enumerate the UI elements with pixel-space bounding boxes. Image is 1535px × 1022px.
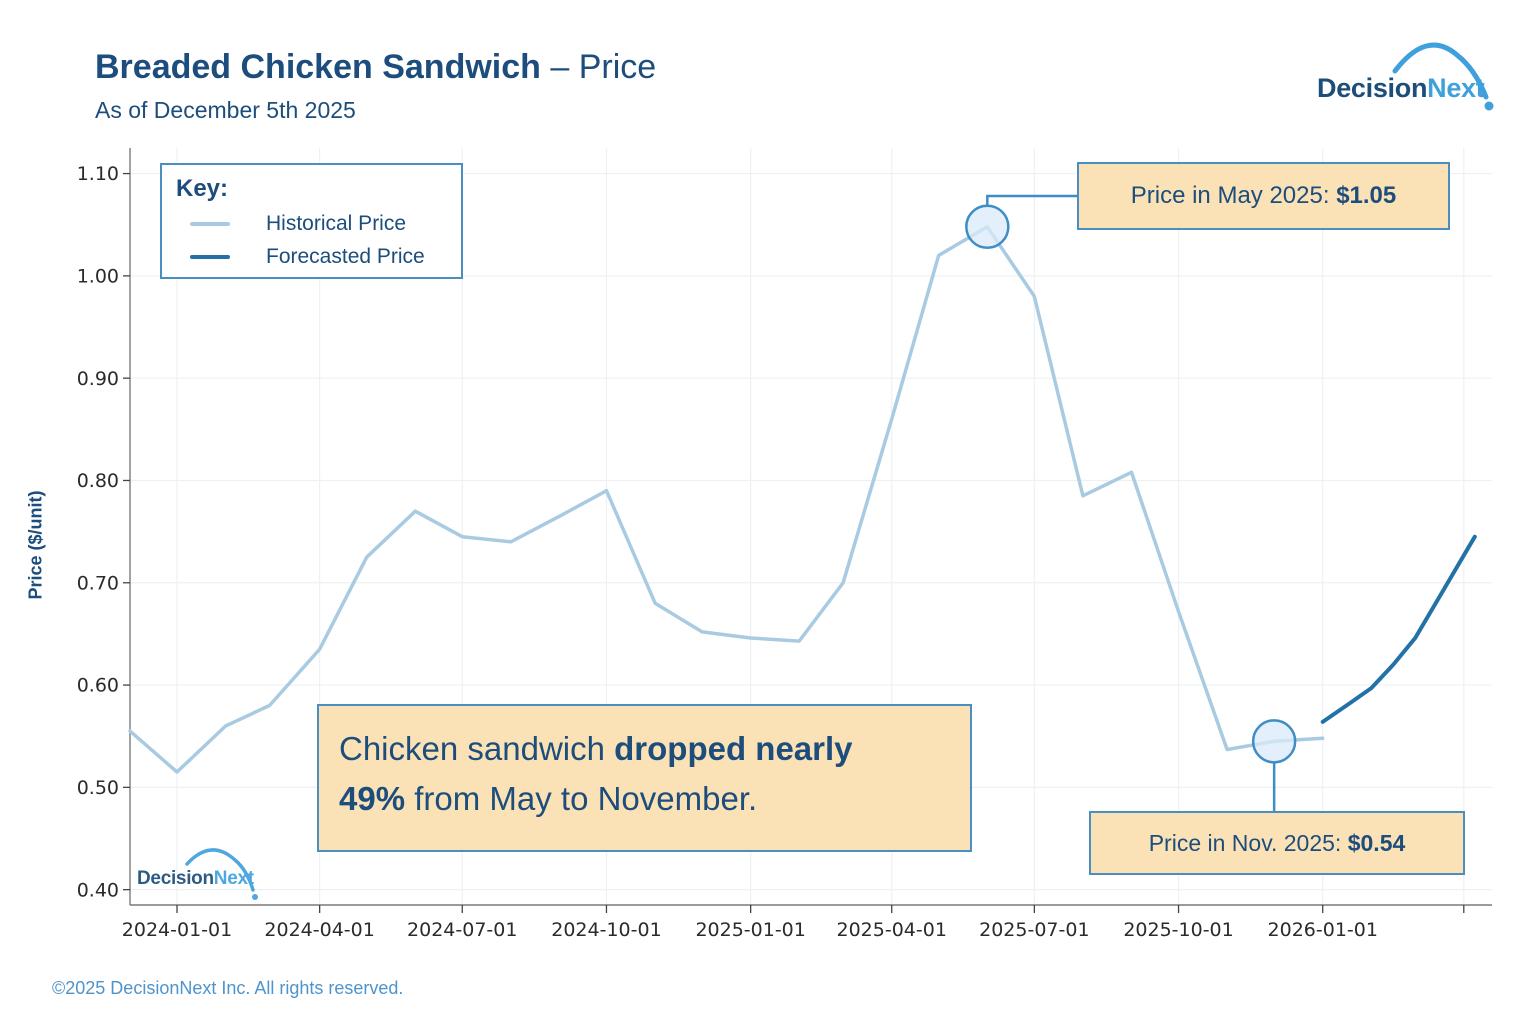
historical-line-swatch [190,222,230,226]
y-tick-label: 0.80 [77,470,119,492]
y-tick-label: 0.70 [77,572,119,594]
may-peak-highlight-circle [965,204,1010,250]
callout-bold-line1: dropped nearly [614,730,853,767]
subtitle-as-of-date: As of December 5th 2025 [95,97,356,123]
historical-price-line [128,225,1325,774]
decisionnext-watermark: DecisionNext [131,836,271,906]
x-tick-label: 2024-07-01 [407,919,517,941]
page-title: Breaded Chicken Sandwich – Price [95,48,656,87]
callout-bold-line2: 49% [339,779,406,817]
annotation-nov-value: $0.54 [1347,829,1406,856]
forecast-price-line [1320,534,1477,724]
copyright-footer: ©2025 DecisionNext Inc. All rights reser… [52,978,404,998]
y-tick-label: 0.40 [77,879,119,901]
decisionnext-logo: DecisionNext [1305,25,1505,115]
callout-post: from May to November. [405,779,758,817]
watermark-part-next: Next [213,868,254,889]
x-tick-label: 2025-10-01 [1123,919,1233,941]
logo-swoosh-icon [1392,42,1494,111]
y-tick-label: 0.60 [77,675,119,697]
legend-heading: Key: [176,175,229,202]
title-suffix: – Price [540,48,657,86]
legend-item-forecast: Forecasted Price [190,245,461,269]
legend-box: Key: Historical Price Forecasted Price [160,163,463,279]
annotation-nov-label: Price in Nov. 2025: [1148,829,1348,856]
callout-pre: Chicken sandwich [339,730,615,767]
y-tick-label: 1.00 [77,266,119,288]
annotation-may-label: Price in May 2025: [1130,182,1337,209]
x-tick-label: 2024-10-01 [551,919,661,941]
legend-label-forecast: Forecasted Price [266,245,425,268]
annotation-nov-price: Price in Nov. 2025: $0.54 [1089,811,1465,875]
annotation-may-value: $1.05 [1336,182,1397,209]
watermark-text: DecisionNext [137,868,254,890]
x-tick-label: 2026-01-01 [1268,919,1378,941]
axes: 1.10 1.00 0.90 0.80 0.70 0.60 0.50 0.402024-01-… [77,148,1492,941]
y-axis-label: Price ($/unit) [25,490,46,600]
nov-low-highlight-circle [1251,719,1297,764]
logo-text: DecisionNext [1317,73,1485,104]
legend-label-historical: Historical Price [266,212,407,235]
x-tick-label: 2025-01-01 [695,919,805,941]
y-tick-label: 1.10 [77,163,119,185]
x-tick-label: 2025-04-01 [837,919,947,941]
watermark-part-decision: Decision [137,868,214,889]
logo-part-next: Next [1427,73,1485,103]
x-tick-label: 2024-01-01 [122,919,232,941]
y-tick-label: 0.90 [77,368,119,390]
watermark-swoosh-icon [185,848,258,900]
annotation-may-price: Price in May 2025: $1.05 [1077,162,1450,230]
callout-drop-summary: Chicken sandwich dropped nearly 49% from … [317,704,972,852]
legend-item-historical: Historical Price [190,212,461,236]
x-tick-label: 2024-04-01 [264,919,374,941]
logo-part-decision: Decision [1317,73,1428,103]
title-main: Breaded Chicken Sandwich [95,48,541,86]
forecast-line-swatch [190,255,230,259]
y-tick-label: 0.50 [77,777,119,799]
may-annotation-connector [986,194,1077,206]
x-tick-label: 2025-07-01 [979,919,1089,941]
